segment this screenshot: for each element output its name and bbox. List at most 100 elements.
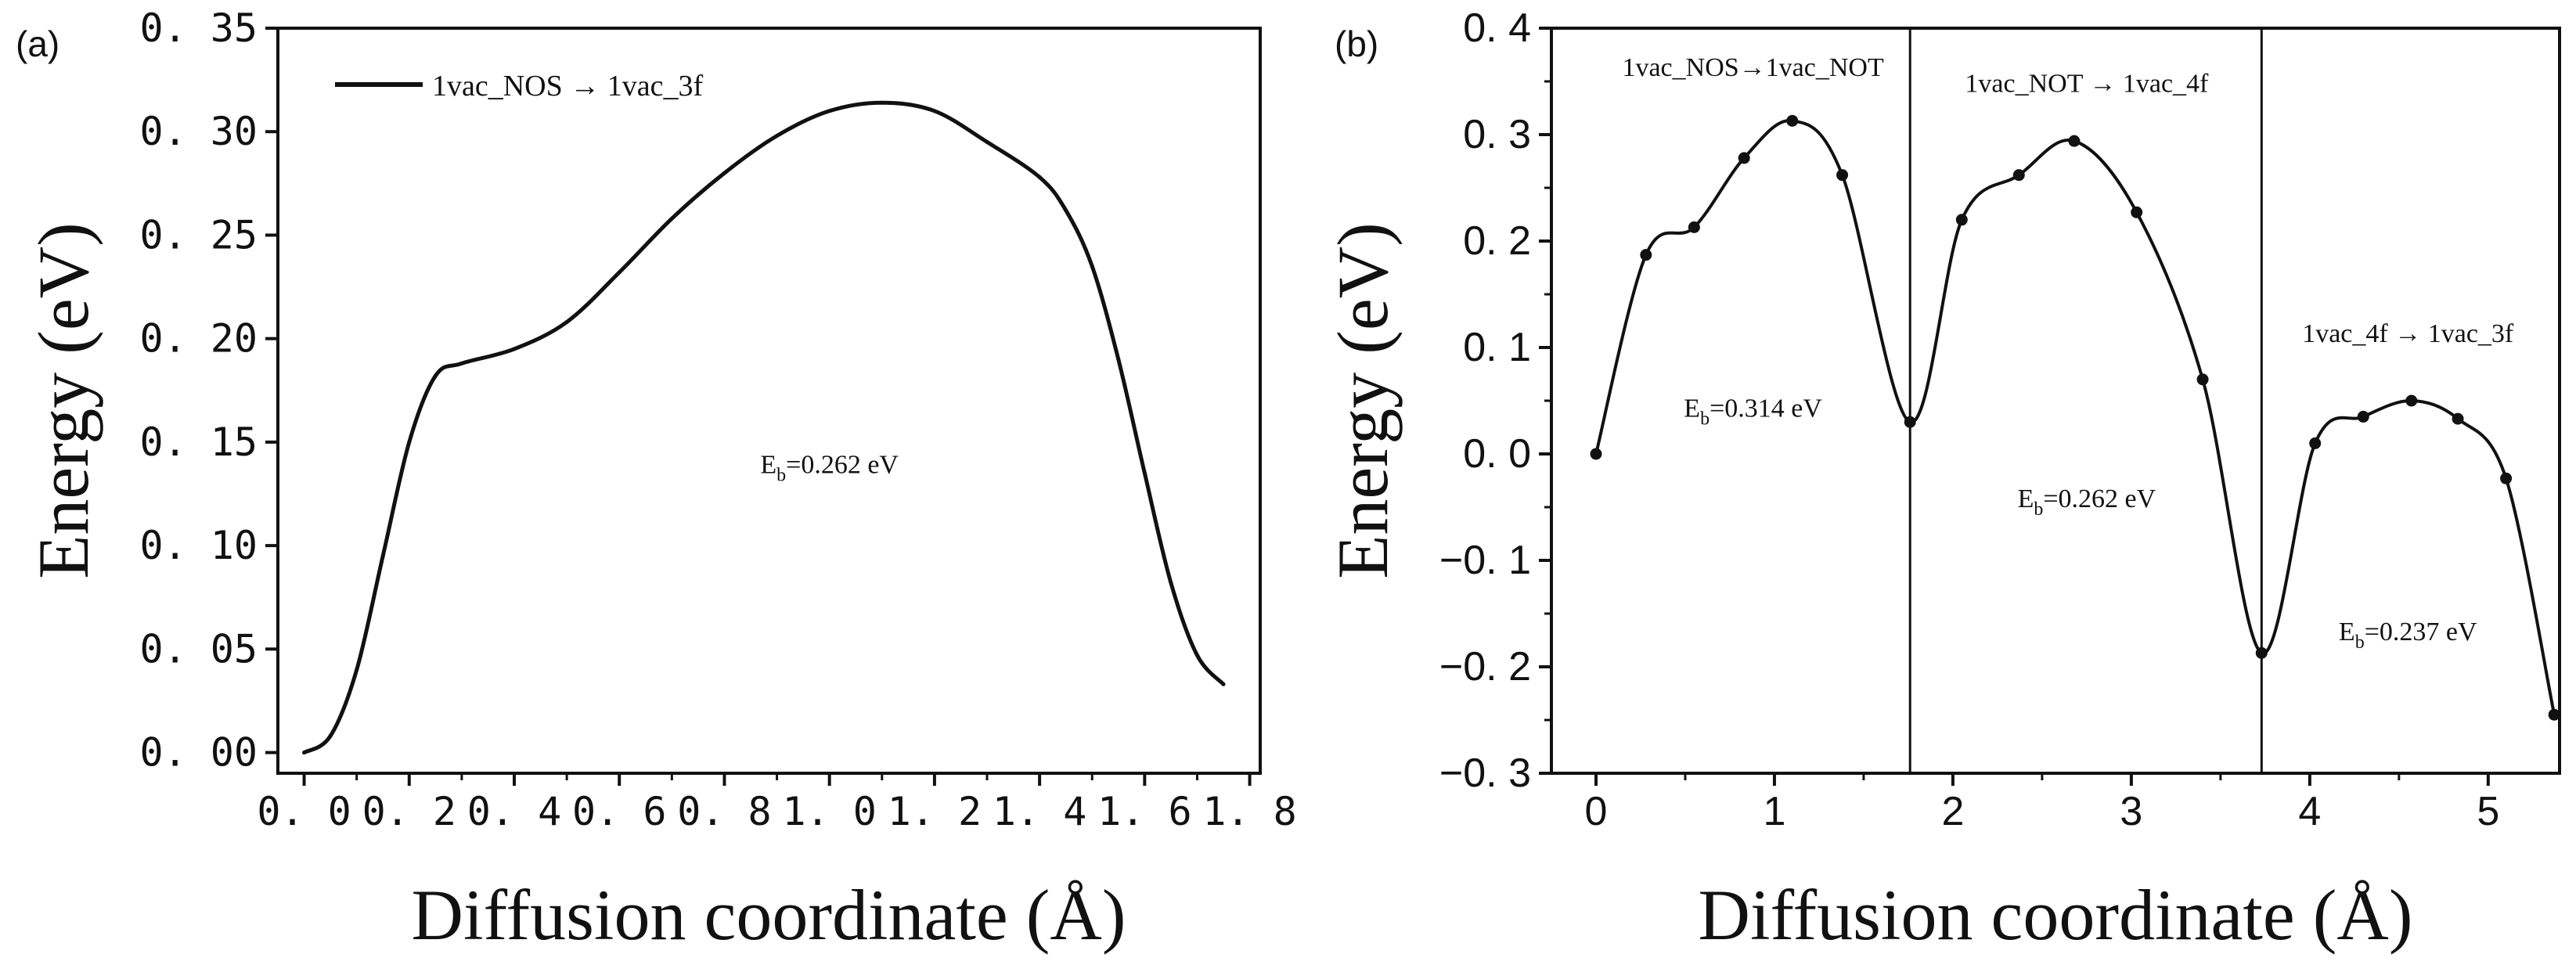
y-tick-label: 0. 35 xyxy=(139,5,258,51)
panel-a-label: (a) xyxy=(16,23,59,64)
segment-label: 1vac_4f → 1vac_3f xyxy=(2302,319,2514,348)
data-point-a xyxy=(328,733,333,738)
panel-a-plot-frame xyxy=(276,27,1262,775)
data-point-a xyxy=(985,139,989,144)
annot-value: =0.262 eV xyxy=(2043,484,2156,513)
x-tick-label: 2 xyxy=(1941,789,1964,834)
barrier-annotation-a: Eb=0.262 eV xyxy=(760,451,899,486)
data-point-b xyxy=(1640,249,1652,261)
x-tick-label: 1. 6 xyxy=(1097,789,1191,834)
data-point-b xyxy=(2309,437,2322,449)
data-point-a xyxy=(932,109,937,113)
y-tick-label: 0. 00 xyxy=(139,730,258,776)
panel-b-label: (b) xyxy=(1335,23,1378,64)
annot-subscript: b xyxy=(1700,409,1710,429)
data-point-a xyxy=(512,347,517,351)
data-point-a xyxy=(407,440,412,445)
data-point-b xyxy=(1688,221,1700,233)
data-point-a xyxy=(1090,264,1094,268)
y-tick-label: 0. 10 xyxy=(139,523,258,568)
segment-label: 1vac_NOT → 1vac_4f xyxy=(1965,70,2209,99)
annot-subscript: b xyxy=(2034,499,2043,520)
barrier-annotation-b: Eb=0.237 eV xyxy=(2339,618,2477,653)
y-tick-label: 0. 3 xyxy=(1463,112,1531,157)
x-tick-label: 0. 2 xyxy=(362,789,456,834)
panel-a-ticks: 0. 0 0. 2 0. 4 0. 6 0. 8 1. 0 1. 2 1. 4 1. 6 1. 8… xyxy=(139,5,1296,834)
panel-b-ylabel: Energy (eV) xyxy=(1323,222,1403,579)
data-point-a xyxy=(564,320,569,325)
panel-a-ylabel: Energy (eV) xyxy=(23,222,103,579)
x-tick-label: 3 xyxy=(2120,789,2142,834)
data-point-a xyxy=(617,270,621,275)
y-tick-label: 0. 1 xyxy=(1463,325,1531,370)
data-point-b xyxy=(1738,152,1750,164)
data-point-a xyxy=(1037,175,1042,179)
annot-value: =0.237 eV xyxy=(2365,618,2477,646)
data-point-a xyxy=(433,373,438,378)
x-tick-label: 0. 8 xyxy=(677,789,771,834)
panel-b: (b) 0 1 2 3 4 5 −0. 3 −0. 2 −0. 1 0. 0 0. 1 0. 2 0. … xyxy=(1323,5,2561,955)
data-point-b xyxy=(2068,135,2081,147)
data-point-a xyxy=(1142,471,1147,476)
y-tick-label: −0. 2 xyxy=(1439,644,1531,690)
y-tick-label: 0. 20 xyxy=(139,316,258,362)
data-point-b xyxy=(2500,472,2513,484)
panel-b-xlabel: Diffusion coordinate (Å) xyxy=(1699,875,2413,955)
annot-prefix: E xyxy=(2339,618,2355,646)
x-tick-label: 1. 4 xyxy=(993,789,1086,834)
y-tick-label: 0. 15 xyxy=(139,419,258,465)
data-point-a xyxy=(1064,208,1068,213)
x-tick-label: 1. 8 xyxy=(1202,789,1296,834)
annot-subscript: b xyxy=(2355,632,2365,653)
y-tick-label: 0. 25 xyxy=(139,212,258,257)
data-point-a xyxy=(775,134,780,139)
y-tick-label: 0. 2 xyxy=(1463,218,1531,264)
x-tick-label: 0. 0 xyxy=(257,789,351,834)
y-tick-label: −0. 3 xyxy=(1439,751,1531,796)
data-point-b xyxy=(1904,416,1916,428)
y-tick-label: 0. 05 xyxy=(139,626,258,672)
data-point-b xyxy=(1786,114,1799,127)
data-point-b xyxy=(2255,646,2268,659)
data-point-a xyxy=(459,361,464,365)
data-point-a xyxy=(1221,682,1226,686)
data-point-b xyxy=(1955,214,1968,226)
data-point-b xyxy=(2131,206,2143,218)
data-point-b xyxy=(1836,169,1849,182)
panel-a: (a) 0. 0 0. 2 0. 4 0. 6 0. 8 1. 0 1. 2 1. 4 1. 6… xyxy=(16,5,1297,955)
annot-prefix: E xyxy=(1684,394,1700,423)
x-tick-label: 0 xyxy=(1585,789,1608,834)
data-point-a xyxy=(669,216,674,221)
panel-b-segment-labels: 1vac_NOS→1vac_NOT 1vac_NOT → 1vac_4f 1vac_… xyxy=(1622,53,2513,348)
data-point-b xyxy=(2012,169,2025,182)
data-point-a xyxy=(1169,581,1173,585)
annot-value: =0.262 eV xyxy=(786,451,899,480)
x-tick-label: 1 xyxy=(1763,789,1785,834)
y-tick-label: −0. 1 xyxy=(1439,538,1531,583)
panel-a-series xyxy=(302,100,1226,755)
panel-b-series xyxy=(1590,114,2560,721)
segment-label: 1vac_NOS→1vac_NOT xyxy=(1622,53,1883,82)
panel-a-legend: 1vac_NOS → 1vac_3f xyxy=(335,70,703,103)
data-point-a xyxy=(722,171,726,175)
data-point-b xyxy=(2548,708,2560,721)
data-point-b xyxy=(2405,394,2418,407)
data-point-b xyxy=(1590,448,1602,460)
data-point-b xyxy=(2196,373,2209,386)
y-tick-label: 0. 0 xyxy=(1463,431,1531,477)
data-point-b xyxy=(2452,412,2464,425)
x-tick-label: 1. 2 xyxy=(888,789,982,834)
data-point-a xyxy=(880,100,884,105)
x-tick-label: 1. 0 xyxy=(782,789,876,834)
annot-prefix: E xyxy=(2018,484,2034,513)
annot-value: =0.314 eV xyxy=(1710,394,1822,423)
data-point-a xyxy=(827,109,832,113)
barrier-annotation-b: Eb=0.262 eV xyxy=(2018,484,2156,520)
data-point-a xyxy=(302,751,307,755)
annot-prefix: E xyxy=(760,451,776,480)
annot-subscript: b xyxy=(776,466,786,486)
data-point-b xyxy=(2357,410,2369,423)
